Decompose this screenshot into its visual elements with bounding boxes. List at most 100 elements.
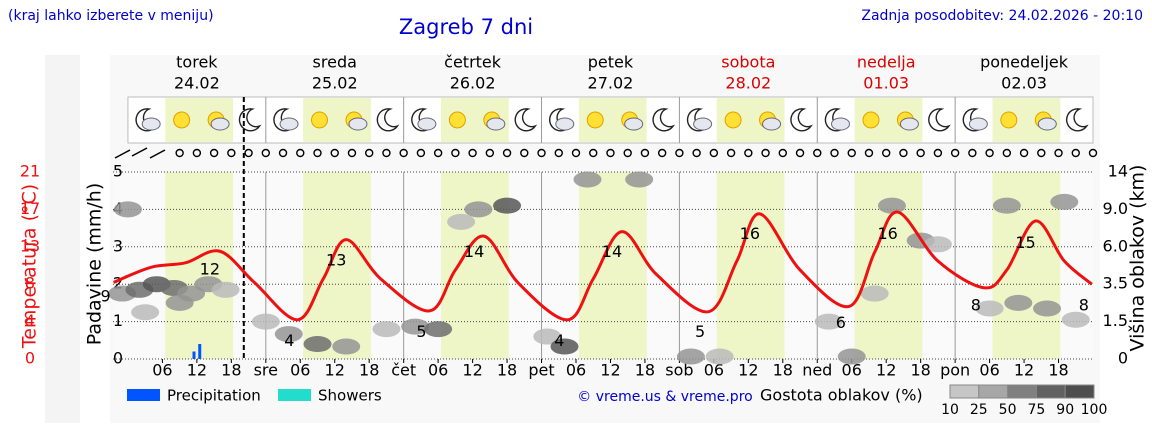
cloud bbox=[486, 117, 506, 131]
day-name: sobota bbox=[721, 53, 775, 72]
temperature-extreme-label: 5 bbox=[416, 322, 426, 341]
cloud-cell bbox=[211, 281, 240, 298]
cloud bbox=[762, 117, 782, 131]
wind-calm bbox=[502, 148, 512, 158]
temperature-extreme-label: 9 bbox=[100, 286, 110, 305]
day-name: petek bbox=[588, 53, 634, 72]
wind-calm bbox=[485, 148, 495, 158]
wind-calm bbox=[968, 148, 977, 158]
day-name: torek bbox=[176, 53, 218, 72]
precip-tick-label: 2 bbox=[113, 274, 123, 293]
cloud-cell bbox=[814, 313, 843, 330]
daylight-band bbox=[303, 172, 371, 359]
temp-tick-label: 8 bbox=[25, 274, 35, 293]
cloud-cell bbox=[705, 348, 734, 365]
temp-tick-label: 0 bbox=[25, 349, 35, 368]
precipitation-bar bbox=[198, 344, 202, 359]
precipitation-axis-label: Padavine (mm/h) bbox=[84, 183, 106, 346]
cloud bbox=[348, 117, 368, 131]
wind-calm bbox=[244, 148, 253, 158]
wind-calm bbox=[1019, 148, 1029, 158]
wind-calm bbox=[1071, 148, 1080, 158]
wind-calm bbox=[209, 148, 219, 158]
weather-icon bbox=[411, 108, 437, 132]
cloud-cell bbox=[533, 328, 562, 345]
weather-icon bbox=[824, 108, 851, 132]
left-panel bbox=[45, 55, 80, 423]
cloud-tick-label: 6.0 bbox=[1103, 236, 1128, 255]
cloud-scale-tick: 75 bbox=[1027, 402, 1045, 418]
cloud-cell bbox=[676, 348, 705, 365]
cloud-scale-tick: 25 bbox=[970, 402, 988, 418]
wind-calm bbox=[468, 148, 477, 158]
temp-tick-label: 17 bbox=[20, 199, 40, 218]
x-tick-label: 18 bbox=[910, 361, 930, 380]
weather-icon bbox=[962, 108, 988, 132]
precip-tick-label: 0 bbox=[113, 349, 123, 368]
wind-calm bbox=[950, 148, 960, 158]
temperature-extreme-label: 13 bbox=[326, 251, 346, 270]
wind-calm bbox=[657, 148, 667, 158]
sun bbox=[1000, 111, 1018, 129]
x-tick-label: pet bbox=[528, 361, 554, 380]
day-name: četrtek bbox=[444, 53, 502, 72]
weather-icon bbox=[173, 111, 191, 129]
cloud-cell bbox=[877, 197, 906, 214]
cloud-tick-label: 1.5 bbox=[1103, 311, 1128, 330]
cloud-cell bbox=[975, 300, 1004, 317]
wind-calm bbox=[640, 148, 650, 158]
wind-calm bbox=[830, 148, 839, 158]
weather-icon bbox=[376, 108, 400, 132]
x-tick-label: sre bbox=[254, 361, 278, 380]
daylight-band bbox=[578, 172, 647, 359]
wind-calm bbox=[520, 148, 529, 158]
legend-label: Showers bbox=[318, 387, 382, 405]
weather-icon bbox=[549, 108, 575, 132]
weather-icon bbox=[724, 111, 742, 129]
sun bbox=[173, 111, 191, 129]
weather-icon bbox=[135, 108, 161, 132]
x-tick-label: ned bbox=[802, 361, 832, 380]
moon bbox=[514, 108, 538, 132]
wind-calm bbox=[1088, 148, 1098, 158]
wind-calm bbox=[847, 148, 856, 158]
wind-calm bbox=[347, 148, 357, 158]
cloud bbox=[141, 117, 161, 131]
cloud bbox=[899, 117, 919, 131]
cloud-scale-box bbox=[949, 384, 980, 399]
wind-calm bbox=[1037, 148, 1046, 158]
wind-calm bbox=[675, 148, 684, 158]
moon bbox=[652, 108, 676, 132]
wind-calm bbox=[692, 148, 701, 158]
day-name: sreda bbox=[313, 53, 357, 72]
weather-icon bbox=[273, 108, 299, 132]
x-tick-label: 06 bbox=[704, 361, 724, 380]
wind-calm bbox=[175, 148, 184, 158]
cloud-scale-label: Gostota oblakov (%) bbox=[760, 386, 923, 405]
temperature-axis-label: Temperatura (°C) bbox=[19, 184, 41, 349]
cloud-tick-label: 3.5 bbox=[1103, 274, 1128, 293]
wind-calm bbox=[416, 148, 426, 158]
temperature-line bbox=[113, 210, 1093, 322]
weather-icon bbox=[686, 108, 713, 132]
x-tick-label: 12 bbox=[462, 361, 482, 380]
wind-calm bbox=[227, 148, 236, 158]
cloud-cell bbox=[165, 294, 194, 311]
temperature-extreme-label: 14 bbox=[602, 242, 622, 261]
sun bbox=[586, 111, 604, 129]
wind-calm bbox=[192, 148, 202, 158]
x-tick-label: 06 bbox=[842, 361, 862, 380]
temperature-extreme-label: 12 bbox=[200, 260, 220, 279]
wind-calm bbox=[554, 148, 563, 158]
wind-calm bbox=[1002, 148, 1012, 158]
weather-icon bbox=[759, 111, 782, 131]
temperature-extreme-label: 16 bbox=[740, 224, 760, 243]
wind-calm bbox=[365, 148, 374, 158]
wind-calm bbox=[451, 148, 460, 158]
moon bbox=[1066, 108, 1089, 132]
cloud-cell bbox=[113, 201, 142, 218]
cloud-cell bbox=[332, 338, 361, 355]
cloud-cell bbox=[447, 213, 476, 230]
x-tick-label: pon bbox=[940, 361, 970, 380]
temperature-extreme-label: 8 bbox=[1079, 295, 1089, 314]
